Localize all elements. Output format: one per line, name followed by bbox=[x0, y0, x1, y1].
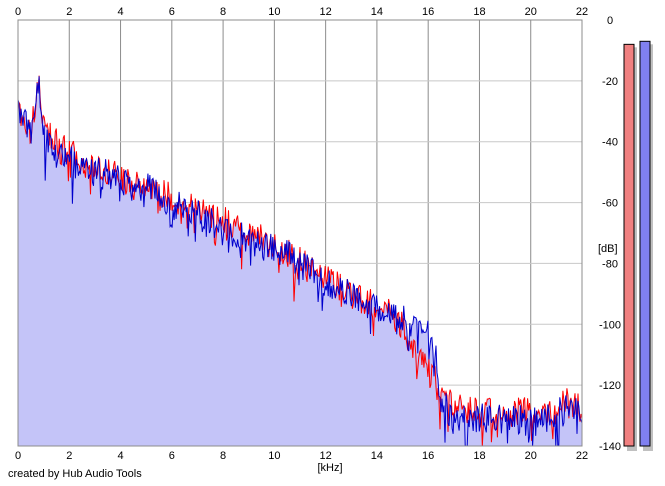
y-tick-label: -40 bbox=[602, 137, 618, 149]
x-tick-label: 0 bbox=[15, 450, 21, 462]
x-tick-label: 2 bbox=[66, 450, 72, 462]
x-tick-label-top: 22 bbox=[576, 6, 588, 18]
x-axis-label: [kHz] bbox=[317, 462, 342, 474]
x-tick-label-top: 12 bbox=[320, 6, 332, 18]
level-meter-left bbox=[623, 43, 635, 447]
plot-border bbox=[17, 19, 583, 447]
x-tick-label: 8 bbox=[220, 450, 226, 462]
level-meter-right bbox=[639, 40, 651, 447]
y-axis-label: [dB] bbox=[598, 243, 618, 255]
x-tick-label: 16 bbox=[422, 450, 434, 462]
y-tick-label: -120 bbox=[599, 380, 621, 392]
x-tick-label-top: 16 bbox=[422, 6, 434, 18]
x-tick-label-top: 8 bbox=[220, 6, 226, 18]
y-tick-label: -140 bbox=[599, 441, 621, 453]
x-tick-label-top: 20 bbox=[525, 6, 537, 18]
y-tick-label: -80 bbox=[602, 258, 618, 270]
x-tick-label: 20 bbox=[525, 450, 537, 462]
x-tick-label-top: 0 bbox=[15, 6, 21, 18]
series-line-right bbox=[17, 76, 583, 447]
credit-text: created by Hub Audio Tools bbox=[8, 468, 142, 480]
axes: 002244668810101212141416161818202022220-… bbox=[15, 6, 621, 462]
y-tick-label: -60 bbox=[602, 198, 618, 210]
x-tick-label-top: 2 bbox=[66, 6, 72, 18]
x-tick-label-top: 10 bbox=[268, 6, 280, 18]
x-tick-label: 6 bbox=[169, 450, 175, 462]
y-tick-label: -100 bbox=[599, 319, 621, 331]
y-tick-label: -20 bbox=[602, 76, 618, 88]
x-tick-label-top: 4 bbox=[117, 6, 123, 18]
x-tick-label: 4 bbox=[117, 450, 123, 462]
x-tick-label-top: 14 bbox=[371, 6, 383, 18]
x-tick-label: 12 bbox=[320, 450, 332, 462]
x-tick-label: 22 bbox=[576, 450, 588, 462]
y-tick-label: 0 bbox=[607, 15, 613, 27]
x-tick-label: 14 bbox=[371, 450, 383, 462]
series-lines bbox=[17, 75, 583, 447]
level-meters bbox=[623, 40, 653, 452]
x-tick-label: 10 bbox=[268, 450, 280, 462]
x-tick-label-top: 6 bbox=[169, 6, 175, 18]
x-tick-label-top: 18 bbox=[473, 6, 485, 18]
x-tick-label: 18 bbox=[473, 450, 485, 462]
